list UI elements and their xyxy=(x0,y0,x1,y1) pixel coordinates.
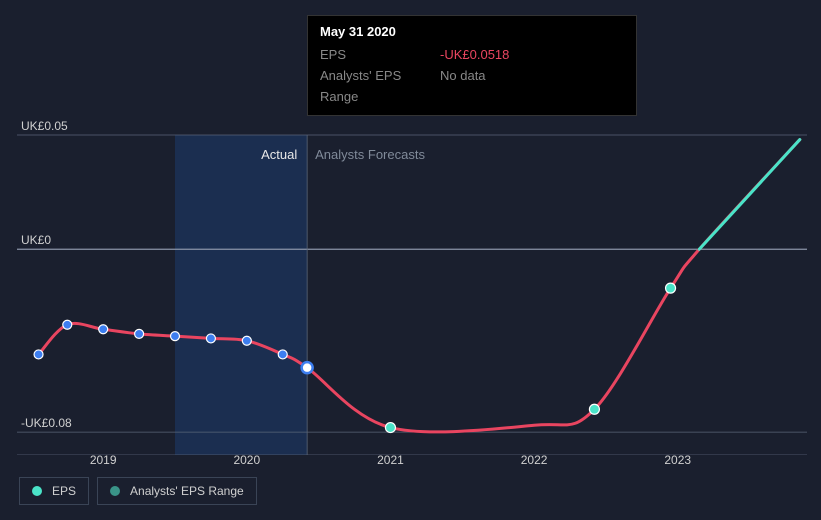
chart-container: May 31 2020 EPS-UK£0.0518Analysts' EPS R… xyxy=(0,0,821,520)
legend-label: Analysts' EPS Range xyxy=(130,484,244,498)
tooltip-rows: EPS-UK£0.0518Analysts' EPS RangeNo data xyxy=(320,45,624,107)
y-axis-label: UK£0 xyxy=(21,233,51,247)
tooltip-row: Analysts' EPS RangeNo data xyxy=(320,66,624,108)
legend: EPS Analysts' EPS Range xyxy=(19,477,257,505)
x-axis-label: 2023 xyxy=(664,453,691,467)
actual-label: Actual xyxy=(261,147,297,162)
tooltip-title: May 31 2020 xyxy=(320,24,624,39)
legend-swatch xyxy=(110,486,120,496)
legend-swatch xyxy=(32,486,42,496)
y-axis-label: -UK£0.08 xyxy=(21,416,72,430)
x-axis-label: 2019 xyxy=(90,453,117,467)
chart-area[interactable]: UK£0.05 UK£0 -UK£0.08 2019 2020 2021 2022 2023… xyxy=(17,115,807,475)
legend-label: EPS xyxy=(52,484,76,498)
x-axis-label: 2022 xyxy=(521,453,548,467)
chart-svg xyxy=(17,115,807,455)
tooltip-row-label: EPS xyxy=(320,45,440,66)
legend-item[interactable]: Analysts' EPS Range xyxy=(97,477,257,505)
legend-item[interactable]: EPS xyxy=(19,477,89,505)
forecast-label: Analysts Forecasts xyxy=(315,147,425,162)
tooltip-row-value: -UK£0.0518 xyxy=(440,45,509,66)
tooltip-row-value: No data xyxy=(440,66,486,108)
tooltip-row-label: Analysts' EPS Range xyxy=(320,66,440,108)
tooltip-row: EPS-UK£0.0518 xyxy=(320,45,624,66)
x-axis-label: 2021 xyxy=(377,453,404,467)
y-axis-label: UK£0.05 xyxy=(21,119,68,133)
chart-tooltip: May 31 2020 EPS-UK£0.0518Analysts' EPS R… xyxy=(307,15,637,116)
x-axis-label: 2020 xyxy=(233,453,260,467)
